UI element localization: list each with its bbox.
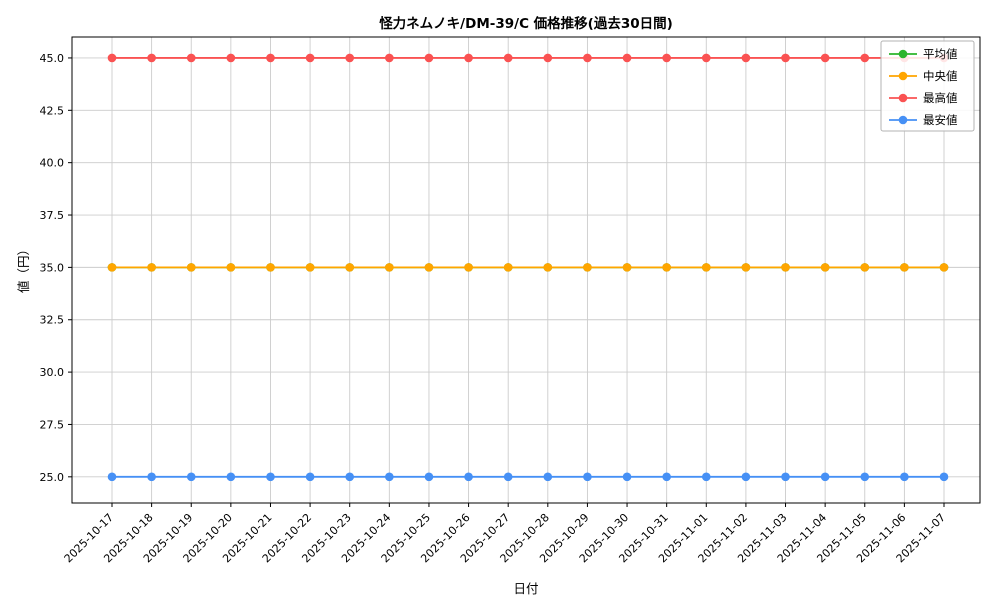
series-median-marker	[939, 263, 949, 272]
series-median-marker	[820, 263, 830, 272]
series-median-marker	[464, 263, 473, 272]
series-median-marker	[345, 263, 355, 272]
series-median-marker	[226, 263, 236, 272]
y-tick-label: 30.0	[40, 366, 65, 379]
series-highest-marker	[543, 53, 553, 63]
legend-label-average: 平均値	[923, 47, 958, 61]
series-highest-marker	[424, 53, 434, 63]
series-highest-marker	[385, 53, 394, 63]
series-lowest-marker	[701, 472, 711, 482]
series-highest-marker	[226, 53, 236, 63]
series-median-marker	[266, 263, 275, 272]
series-lowest-marker	[266, 472, 275, 482]
series-highest-marker	[147, 53, 156, 63]
series-median-marker	[781, 263, 790, 272]
series-highest-marker	[820, 53, 830, 63]
y-tick-label: 40.0	[40, 157, 65, 170]
series-lowest-marker	[543, 472, 553, 482]
plot-border	[71, 36, 981, 504]
series-highest-marker	[860, 53, 870, 63]
series-highest-marker	[781, 53, 790, 63]
series-highest-marker	[662, 53, 671, 63]
series-highest-line	[107, 53, 949, 63]
y-tick-label: 42.5	[40, 104, 65, 117]
y-tick-label: 37.5	[40, 209, 65, 222]
series-lowest-marker	[781, 472, 790, 482]
chart-title: 怪力ネムノキ/DM-39/C 価格推移(過去30日間)	[379, 16, 673, 32]
legend-marker-highest	[898, 93, 908, 103]
series-highest-marker	[701, 53, 711, 63]
legend-box	[880, 40, 975, 132]
series-highest-marker	[345, 53, 355, 63]
series-lowest-marker	[464, 472, 473, 482]
series-median-marker	[662, 263, 671, 272]
series-median-marker	[543, 263, 553, 272]
legend-label-lowest: 最安値	[923, 113, 958, 127]
x-axis-label: 日付	[513, 581, 539, 596]
series-lowest-marker	[860, 472, 870, 482]
series-median-marker	[147, 263, 156, 272]
series-lowest-marker	[345, 472, 355, 482]
series-highest-marker	[107, 53, 117, 63]
series-median-marker	[424, 263, 434, 272]
series-lowest-marker	[820, 472, 830, 482]
series-highest-marker	[503, 53, 513, 63]
series-median-line	[107, 263, 949, 272]
grid-lines	[72, 37, 980, 503]
series-lowest-marker	[583, 472, 592, 482]
series-lowest-marker	[741, 472, 751, 482]
series-median-marker	[860, 263, 870, 272]
series-median-marker	[385, 263, 394, 272]
legend-marker-average	[898, 49, 908, 59]
series-median-marker	[305, 263, 315, 272]
series-highest-marker	[622, 53, 632, 63]
series-lowest-marker	[503, 472, 513, 482]
series-median-marker	[107, 263, 117, 272]
series-highest-marker	[741, 53, 751, 63]
legend-marker-median	[898, 71, 908, 81]
series-lowest-marker	[385, 472, 394, 482]
series-median-marker	[503, 263, 513, 272]
series-highest-marker	[305, 53, 315, 63]
series-lowest-marker	[305, 472, 315, 482]
y-tick-label: 45.0	[40, 52, 65, 65]
series-lowest-line	[107, 472, 949, 482]
series-highest-marker	[464, 53, 473, 63]
series-lowest-marker	[107, 472, 117, 482]
series-lowest-marker	[226, 472, 236, 482]
y-tick-label: 35.0	[40, 261, 65, 274]
series-median-marker	[701, 263, 711, 272]
y-axis-label: 値（円）	[16, 243, 31, 294]
y-tick-label: 27.5	[40, 418, 65, 431]
legend-label-highest: 最高値	[923, 91, 958, 105]
y-tick-label: 32.5	[40, 314, 65, 327]
series-lowest-marker	[939, 472, 949, 482]
legend-marker-lowest	[898, 115, 908, 125]
series-lowest-marker	[147, 472, 156, 482]
legend-label-median: 中央値	[923, 69, 958, 83]
series-highest-marker	[186, 53, 196, 63]
series-median-marker	[741, 263, 751, 272]
series-lowest-marker	[186, 472, 196, 482]
series-lowest-marker	[424, 472, 434, 482]
axis-ticks: 25.027.530.032.535.037.540.042.545.02025…	[40, 52, 949, 565]
series-lowest-marker	[900, 472, 909, 482]
series-lowest-marker	[662, 472, 671, 482]
series-lowest-marker	[622, 472, 632, 482]
y-tick-label: 25.0	[40, 471, 65, 484]
series-highest-marker	[266, 53, 275, 63]
series-median-marker	[583, 263, 592, 272]
series-median-marker	[900, 263, 909, 272]
series-median-marker	[622, 263, 632, 272]
series-highest-marker	[583, 53, 592, 63]
series-median-marker	[186, 263, 196, 272]
